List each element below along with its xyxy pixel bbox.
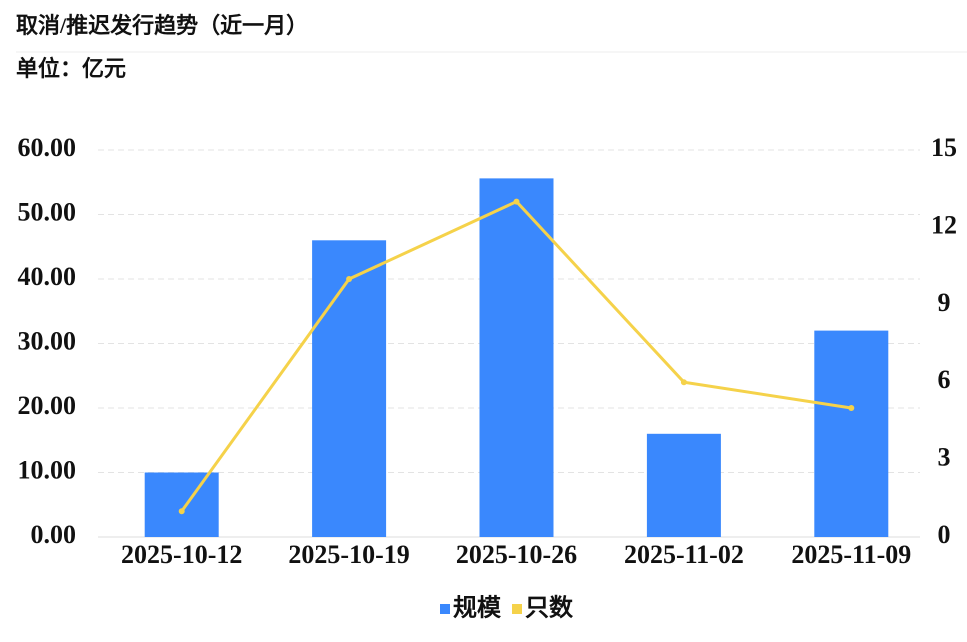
line-point (848, 405, 855, 411)
x-tick-label: 2025-11-09 (791, 540, 911, 569)
y2-tick-label: 15 (931, 133, 957, 162)
y-tick-label: 40.00 (18, 262, 77, 291)
legend-label: 只数 (525, 595, 574, 622)
y-tick-label: 60.00 (18, 133, 77, 162)
y-tick-label: 20.00 (18, 391, 77, 420)
chart-subtitle: 单位：亿元 (16, 56, 126, 81)
y2-tick-label: 9 (938, 288, 951, 317)
y2-tick-label: 3 (938, 443, 951, 472)
bar (814, 330, 889, 537)
y2-tick-label: 6 (938, 365, 951, 394)
y2-tick-label: 0 (938, 520, 951, 549)
bar (646, 433, 721, 537)
y-tick-label: 0.00 (31, 520, 77, 549)
legend-label: 规模 (453, 595, 502, 622)
y-tick-label: 10.00 (18, 455, 77, 484)
x-tick-label: 2025-10-26 (456, 540, 577, 569)
x-tick-label: 2025-10-19 (288, 540, 409, 569)
line-point (178, 508, 185, 515)
y-tick-label: 30.00 (18, 326, 77, 355)
line-point (680, 379, 687, 386)
bar (479, 178, 554, 537)
legend-swatch (440, 604, 450, 614)
legend-swatch (512, 604, 522, 614)
y-tick-label: 50.00 (18, 197, 77, 226)
chart-title: 取消/推迟发行趋势（近一月） (16, 13, 308, 38)
line-point (513, 198, 520, 205)
bar (312, 240, 387, 538)
x-tick-label: 2025-11-02 (624, 540, 744, 569)
line-point (346, 276, 353, 282)
bar (144, 472, 219, 537)
x-tick-label: 2025-10-12 (121, 540, 242, 569)
y2-tick-label: 12 (931, 210, 957, 239)
